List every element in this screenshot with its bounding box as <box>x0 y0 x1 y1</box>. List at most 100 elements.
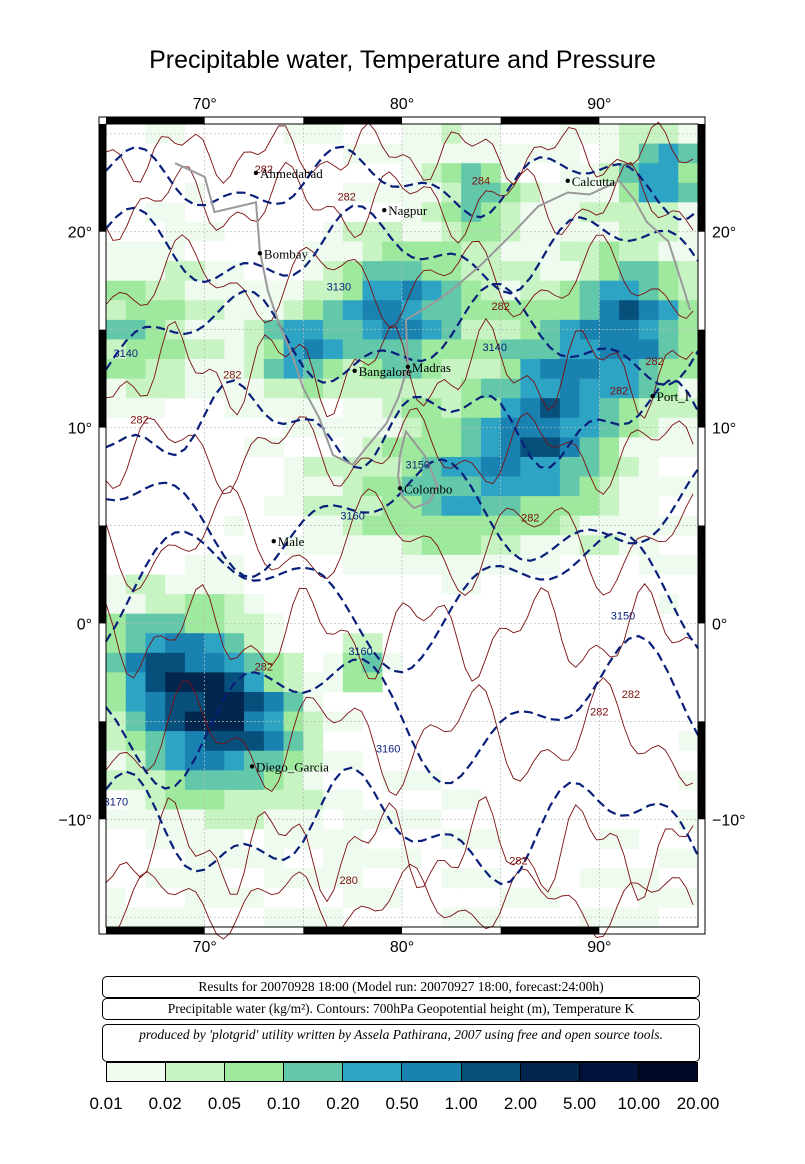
pw-cell <box>461 378 482 399</box>
pw-cell <box>638 300 659 321</box>
pw-cell <box>342 535 363 556</box>
color-scale-label: 0.01 <box>89 1094 123 1113</box>
pw-cell <box>342 809 363 830</box>
pw-cell <box>421 437 442 458</box>
pw-cell <box>362 221 383 242</box>
coastline <box>174 162 692 510</box>
pw-cell <box>540 143 561 164</box>
pw-cell <box>441 789 462 810</box>
pw-cell <box>658 280 679 301</box>
pw-cell <box>579 398 600 419</box>
pw-cell <box>402 398 423 419</box>
pw-cell <box>244 652 265 673</box>
pw-cell <box>165 574 186 595</box>
pw-cell <box>204 300 225 321</box>
credit-caption: produced by 'plotgrid' utility written b… <box>102 1024 700 1062</box>
pw-cell <box>106 809 127 830</box>
pw-cell <box>342 241 363 262</box>
city-label: Male <box>278 534 305 549</box>
pw-cell <box>441 476 462 497</box>
pw-cell <box>342 339 363 360</box>
pw-cell <box>678 809 699 830</box>
pw-cell <box>579 182 600 203</box>
pw-cell <box>441 163 462 184</box>
contour-label: 282 <box>255 164 273 176</box>
pw-cell <box>204 848 225 869</box>
pw-cell <box>283 750 304 771</box>
pw-cell <box>224 339 245 360</box>
pw-cell <box>125 398 146 419</box>
pw-cell <box>204 633 225 654</box>
pw-cell <box>204 691 225 712</box>
pw-cell <box>480 437 501 458</box>
city-dot <box>352 368 357 373</box>
pw-cell <box>461 182 482 203</box>
city-dot <box>565 178 570 183</box>
pw-cell <box>263 907 284 928</box>
pw-cell <box>638 143 659 164</box>
pw-cell <box>382 535 403 556</box>
pw-cell <box>283 319 304 340</box>
pw-cell <box>619 378 640 399</box>
pw-cell <box>342 829 363 849</box>
pw-cell <box>224 554 245 575</box>
pw-cell <box>145 633 166 654</box>
pw-cell <box>283 868 304 889</box>
color-scale-label: 20.00 <box>676 1094 720 1113</box>
city-label: Colombo <box>404 481 452 496</box>
pw-cell <box>106 594 127 614</box>
pw-cell <box>283 770 304 791</box>
geopotential-contour <box>105 530 699 674</box>
contour-label: 282 <box>622 689 640 701</box>
pw-cell <box>323 300 344 321</box>
pw-cell <box>145 731 166 752</box>
pw-cell <box>421 770 442 791</box>
contour-label: 282 <box>255 661 273 673</box>
pw-cell <box>461 280 482 301</box>
pw-cell <box>125 378 146 399</box>
frame-bar <box>106 927 205 934</box>
pw-cell <box>362 476 383 497</box>
pw-cell <box>480 143 501 164</box>
pw-cell <box>678 202 699 223</box>
pw-cell <box>303 691 324 712</box>
pw-cell <box>283 672 304 693</box>
pw-cell <box>382 143 403 164</box>
pw-cell <box>441 437 462 458</box>
pw-cell <box>323 241 344 262</box>
pw-cell <box>599 319 620 340</box>
pw-cell <box>599 829 620 849</box>
pw-cell <box>421 554 442 575</box>
pw-cell <box>106 261 127 281</box>
pw-cell <box>382 652 403 673</box>
color-scale-swatch <box>520 1063 580 1081</box>
pw-cell <box>263 731 284 752</box>
pw-cell <box>658 143 679 164</box>
pw-cell <box>678 731 699 752</box>
pw-cell <box>520 241 541 262</box>
temperature-contours <box>105 121 694 940</box>
pw-cell <box>559 535 580 556</box>
contour-label: 282 <box>610 385 628 397</box>
pw-cell <box>145 398 166 419</box>
pw-cell <box>421 261 442 281</box>
pw-cell <box>579 221 600 242</box>
pw-cell <box>263 359 284 379</box>
pw-cell <box>441 143 462 164</box>
pw-cell <box>402 280 423 301</box>
pw-cell <box>658 476 679 497</box>
pw-cell <box>402 182 423 203</box>
city-dot <box>405 364 411 370</box>
graticule <box>105 124 699 927</box>
color-scale-label: 10.00 <box>617 1094 661 1113</box>
pw-cell <box>599 496 620 517</box>
color-scale-label: 0.50 <box>385 1094 419 1113</box>
pw-cell <box>402 515 423 536</box>
pw-cell <box>382 300 403 321</box>
pw-cell <box>165 300 186 321</box>
pw-cell <box>106 750 127 771</box>
pw-cell <box>204 789 225 810</box>
pw-cell <box>342 633 363 654</box>
pw-cell <box>579 280 600 301</box>
pw-cell <box>184 691 205 712</box>
